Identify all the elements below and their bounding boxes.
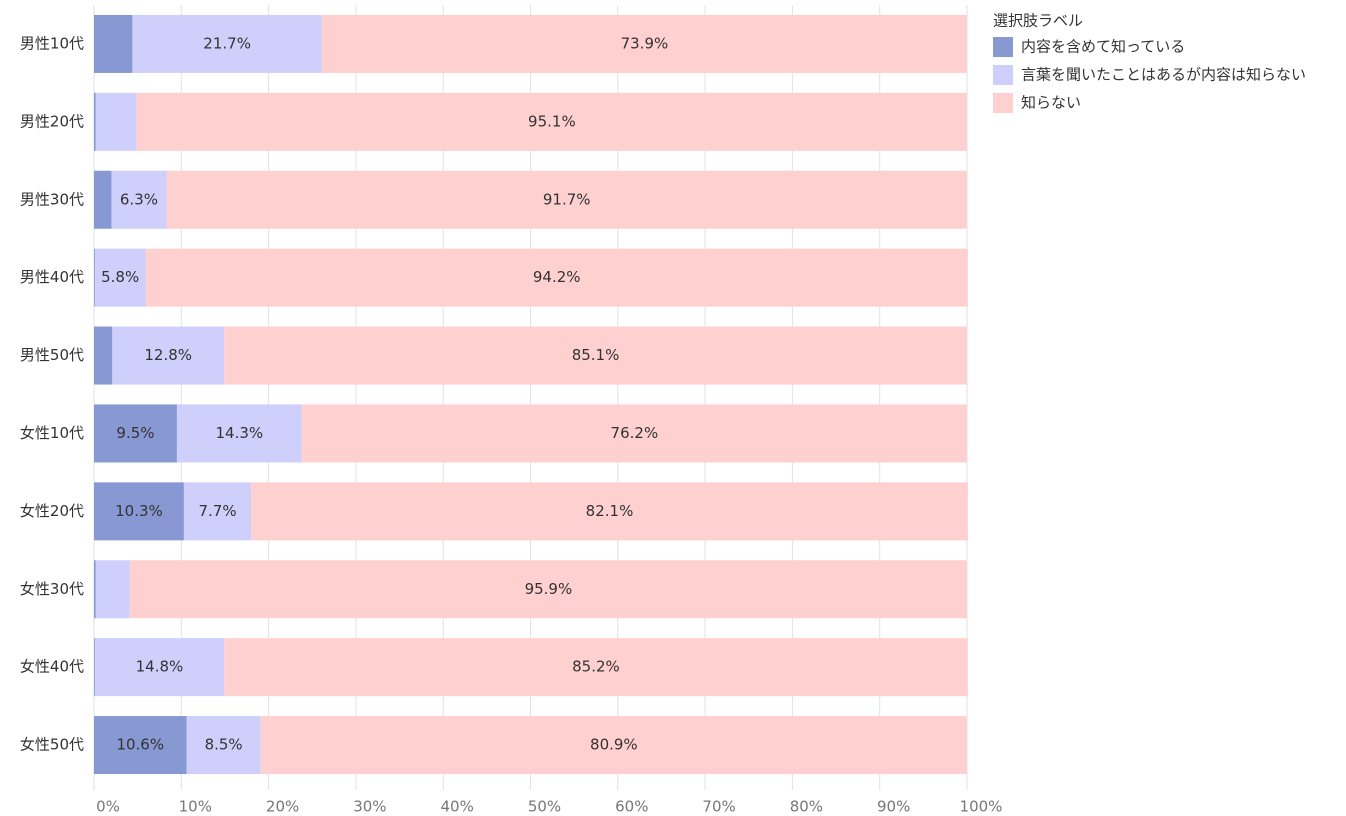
y-tick-label: 女性30代 <box>20 580 84 598</box>
bar-segment <box>94 482 184 541</box>
bar-segment <box>94 14 133 73</box>
bar-segment <box>166 170 968 229</box>
bar-segment <box>95 560 130 619</box>
bar-segment <box>94 404 177 463</box>
data-label: 14.8% <box>136 658 184 676</box>
data-label: 76.2% <box>611 424 659 442</box>
y-tick-label: 男性50代 <box>20 346 84 364</box>
x-tick-label: 0% <box>96 798 120 816</box>
bar-segment <box>94 638 95 697</box>
data-label: 7.7% <box>198 502 236 520</box>
bar-segment <box>94 638 225 697</box>
bar-segment <box>111 170 167 229</box>
x-tick-label: 100% <box>960 798 1003 816</box>
y-tick-label: 女性40代 <box>20 658 84 676</box>
bar-segment <box>94 248 146 307</box>
bar-segment <box>94 326 113 385</box>
bar-segment <box>94 170 112 229</box>
y-tick-label: 男性30代 <box>20 190 84 208</box>
bar-segment <box>95 92 137 151</box>
bar-segment <box>224 326 967 385</box>
data-label: 80.9% <box>590 736 638 754</box>
bar-segment <box>321 14 967 73</box>
data-label: 6.3% <box>120 190 158 208</box>
x-tick-label: 70% <box>702 798 735 816</box>
data-label: 14.3% <box>216 424 264 442</box>
data-label: 82.1% <box>586 502 634 520</box>
x-tick-label: 10% <box>179 798 212 816</box>
x-tick-label: 90% <box>877 798 910 816</box>
x-tick-label: 30% <box>353 798 386 816</box>
data-label: 85.1% <box>572 346 620 364</box>
bar-segment <box>94 716 187 775</box>
x-tick-label: 50% <box>528 798 561 816</box>
bar-segment <box>176 404 302 463</box>
bar-segment <box>129 560 968 619</box>
bar-segment <box>136 92 968 151</box>
y-tick-label: 女性50代 <box>20 736 84 754</box>
y-tick-label: 女性10代 <box>20 424 84 442</box>
data-label: 10.3% <box>115 502 163 520</box>
bar-segment <box>132 14 322 73</box>
y-tick-label: 男性40代 <box>20 268 84 286</box>
bar-segment <box>183 482 252 541</box>
x-tick-label: 80% <box>790 798 823 816</box>
data-label: 21.7% <box>203 34 251 52</box>
bar-segment <box>145 248 968 307</box>
bar-segment <box>224 638 968 697</box>
bar-segment <box>94 560 96 619</box>
legend-title: 選択肢ラベル <box>993 12 1083 30</box>
legend-label: 言葉を聞いたことはあるが内容は知らない <box>1021 66 1306 84</box>
y-tick-label: 男性10代 <box>20 34 84 52</box>
bar-segment <box>112 326 225 385</box>
legend-swatch <box>993 93 1013 113</box>
data-label: 94.2% <box>533 268 581 286</box>
legend-label: 内容を含めて知っている <box>1021 38 1185 56</box>
bar-segment <box>301 404 967 463</box>
x-tick-label: 40% <box>441 798 474 816</box>
bar-segment <box>260 716 967 775</box>
data-label: 10.6% <box>116 736 164 754</box>
legend-label: 知らない <box>1021 94 1081 112</box>
data-label: 8.5% <box>205 736 243 754</box>
x-tick-label: 60% <box>615 798 648 816</box>
data-label: 85.2% <box>572 658 620 676</box>
bar-segment <box>251 482 968 541</box>
data-label: 12.8% <box>144 346 192 364</box>
bar-segment <box>186 716 261 775</box>
data-label: 95.1% <box>528 112 576 130</box>
bar-segment <box>94 248 95 307</box>
data-label: 9.5% <box>116 424 154 442</box>
x-tick-label: 20% <box>266 798 299 816</box>
y-tick-label: 女性20代 <box>20 502 84 520</box>
legend-swatch <box>993 37 1013 57</box>
data-label: 73.9% <box>621 34 669 52</box>
bar-segment <box>94 92 96 151</box>
legend-swatch <box>993 65 1013 85</box>
data-label: 91.7% <box>543 190 591 208</box>
data-label: 95.9% <box>525 580 573 598</box>
data-label: 5.8% <box>101 268 139 286</box>
y-tick-label: 男性20代 <box>20 112 84 130</box>
